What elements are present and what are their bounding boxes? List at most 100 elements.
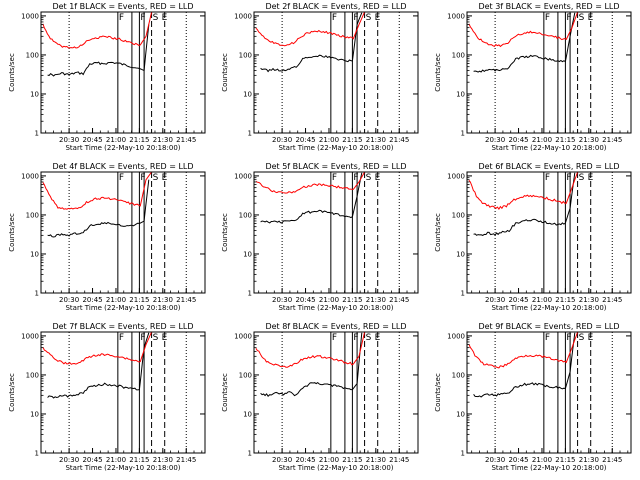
flare-marker-label: F: [566, 173, 571, 183]
chart-title: Det 5f BLACK = Events, RED = LLD: [265, 162, 406, 171]
y-tick-label: 1: [35, 450, 39, 458]
y-tick-label: 10: [456, 250, 465, 258]
flare-marker-label: F: [545, 13, 550, 23]
y-axis-label: Counts/sec: [434, 373, 442, 412]
flare-marker-label: F: [332, 13, 337, 23]
y-axis-label: Counts/sec: [221, 53, 229, 92]
y-tick-label: 100: [452, 211, 465, 219]
y-axis-label: Counts/sec: [434, 213, 442, 252]
x-tick-label: 21:30: [579, 296, 599, 304]
lld-series-line: [42, 171, 153, 210]
x-tick-label: 21:30: [579, 456, 599, 464]
x-tick-label: 21:30: [366, 136, 386, 144]
lld-series-line: [42, 331, 153, 365]
x-tick-label: 21:45: [602, 456, 622, 464]
x-tick-label: 20:45: [508, 296, 528, 304]
y-tick-label: 1000: [447, 12, 465, 20]
y-tick-label: 1000: [234, 12, 252, 20]
end-marker-label: E: [162, 333, 168, 343]
end-marker-label: E: [588, 13, 594, 23]
y-tick-label: 1000: [21, 332, 39, 340]
x-axis-label: Start Time (22-May-10 20:18:00): [278, 304, 393, 312]
events-series-line: [473, 172, 576, 237]
events-series-line: [473, 332, 576, 398]
y-tick-label: 100: [452, 371, 465, 379]
flare-marker-label: F: [332, 173, 337, 183]
x-tick-label: 21:00: [532, 456, 552, 464]
y-axis-label: Counts/sec: [8, 53, 16, 92]
y-tick-label: 1000: [21, 172, 39, 180]
end-marker-label: E: [588, 333, 594, 343]
x-tick-label: 20:45: [82, 136, 102, 144]
chart-title: Det 6f BLACK = Events, RED = LLD: [478, 162, 619, 171]
x-axis-label: Start Time (22-May-10 20:18:00): [65, 304, 180, 312]
x-tick-label: 21:00: [106, 456, 126, 464]
detector-panel: Det 2f BLACK = Events, RED = LLD F F S E 1 10 1…: [213, 0, 426, 160]
y-tick-label: 100: [26, 51, 39, 59]
y-tick-label: 10: [456, 410, 465, 418]
flare-marker-label: F: [140, 173, 145, 183]
events-series-line: [47, 24, 150, 77]
detector-panel: Det 4f BLACK = Events, RED = LLD F F S E 1 10 1…: [0, 160, 213, 320]
x-tick-label: 21:00: [319, 296, 339, 304]
x-tick-label: 20:30: [485, 456, 505, 464]
plot-frame: [40, 331, 206, 454]
start-marker-label: S: [579, 13, 585, 23]
lld-series-line: [468, 11, 579, 48]
start-marker-label: S: [579, 333, 585, 343]
x-tick-label: 20:30: [272, 456, 292, 464]
detector-panel: Det 9f BLACK = Events, RED = LLD F F S E 1 10 1…: [426, 320, 639, 480]
y-tick-label: 100: [26, 371, 39, 379]
detector-panel: Det 1f BLACK = Events, RED = LLD F F S E 1 10 1…: [0, 0, 213, 160]
flare-marker-label: F: [353, 173, 358, 183]
y-tick-label: 1: [461, 450, 465, 458]
x-tick-label: 21:15: [129, 456, 149, 464]
x-tick-label: 20:30: [59, 296, 79, 304]
x-tick-label: 21:00: [319, 136, 339, 144]
chart-title: Det 4f BLACK = Events, RED = LLD: [52, 162, 193, 171]
flare-marker-label: F: [140, 13, 145, 23]
y-tick-label: 10: [243, 250, 252, 258]
plot-frame: [253, 11, 419, 134]
x-tick-label: 21:30: [153, 296, 173, 304]
y-tick-label: 10: [30, 250, 39, 258]
x-tick-label: 21:45: [389, 456, 409, 464]
y-tick-label: 10: [243, 410, 252, 418]
end-marker-label: E: [162, 13, 168, 23]
flare-marker-label: F: [353, 13, 358, 23]
lld-series-line: [255, 171, 366, 194]
y-tick-label: 10: [30, 90, 39, 98]
flare-marker-label: F: [140, 333, 145, 343]
x-tick-label: 20:30: [59, 136, 79, 144]
x-tick-label: 21:45: [176, 456, 196, 464]
x-tick-label: 21:30: [153, 456, 173, 464]
x-tick-label: 20:30: [272, 296, 292, 304]
y-tick-label: 100: [26, 211, 39, 219]
start-marker-label: S: [366, 13, 372, 23]
y-tick-label: 1000: [21, 12, 39, 20]
x-axis-label: Start Time (22-May-10 20:18:00): [491, 304, 606, 312]
chart-title: Det 8f BLACK = Events, RED = LLD: [265, 322, 406, 331]
x-tick-label: 21:00: [319, 456, 339, 464]
end-marker-label: E: [375, 333, 381, 343]
end-marker-label: E: [588, 173, 594, 183]
plot-frame: [253, 171, 419, 294]
events-series-line: [47, 332, 150, 399]
y-tick-label: 1000: [447, 332, 465, 340]
x-tick-label: 20:30: [272, 136, 292, 144]
lld-series-line: [255, 331, 366, 368]
x-tick-label: 21:30: [153, 136, 173, 144]
x-tick-label: 21:45: [389, 296, 409, 304]
x-tick-label: 21:15: [555, 456, 575, 464]
y-tick-label: 1000: [234, 332, 252, 340]
detector-panel: Det 8f BLACK = Events, RED = LLD F F S E 1 10 1…: [213, 320, 426, 480]
y-axis-label: Counts/sec: [221, 373, 229, 412]
x-tick-label: 21:15: [129, 136, 149, 144]
